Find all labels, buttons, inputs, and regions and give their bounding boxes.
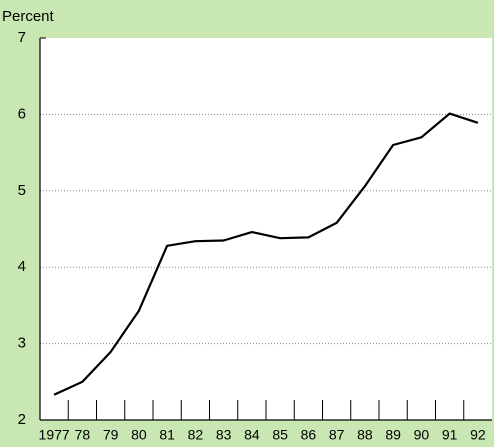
x-tick-label: 81	[159, 427, 175, 443]
x-tick-label: 91	[442, 427, 458, 443]
x-tick-label: 78	[75, 427, 91, 443]
y-tick-label: 5	[18, 182, 26, 199]
y-tick-label: 6	[18, 105, 26, 122]
x-tick-label: 1977	[39, 427, 70, 443]
y-tick-label: 2	[18, 411, 26, 428]
x-tick-label: 89	[385, 427, 401, 443]
x-tick-label: 85	[272, 427, 288, 443]
x-tick-label: 80	[131, 427, 147, 443]
x-tick-label: 87	[329, 427, 345, 443]
x-tick-label: 88	[357, 427, 373, 443]
y-tick-label: 4	[18, 258, 26, 275]
y-tick-label: 3	[18, 335, 26, 352]
x-tick-label: 92	[470, 427, 486, 443]
plot-area	[40, 38, 492, 420]
y-tick-label: 7	[18, 29, 26, 46]
x-tick-label: 79	[103, 427, 119, 443]
data-line	[53, 112, 479, 396]
x-tick-label: 83	[216, 427, 232, 443]
x-tick-label: 82	[188, 427, 204, 443]
y-axis-label: Percent	[2, 8, 55, 25]
x-tick-label: 84	[244, 427, 260, 443]
x-tick-label: 86	[301, 427, 317, 443]
x-tick-label: 90	[414, 427, 430, 443]
